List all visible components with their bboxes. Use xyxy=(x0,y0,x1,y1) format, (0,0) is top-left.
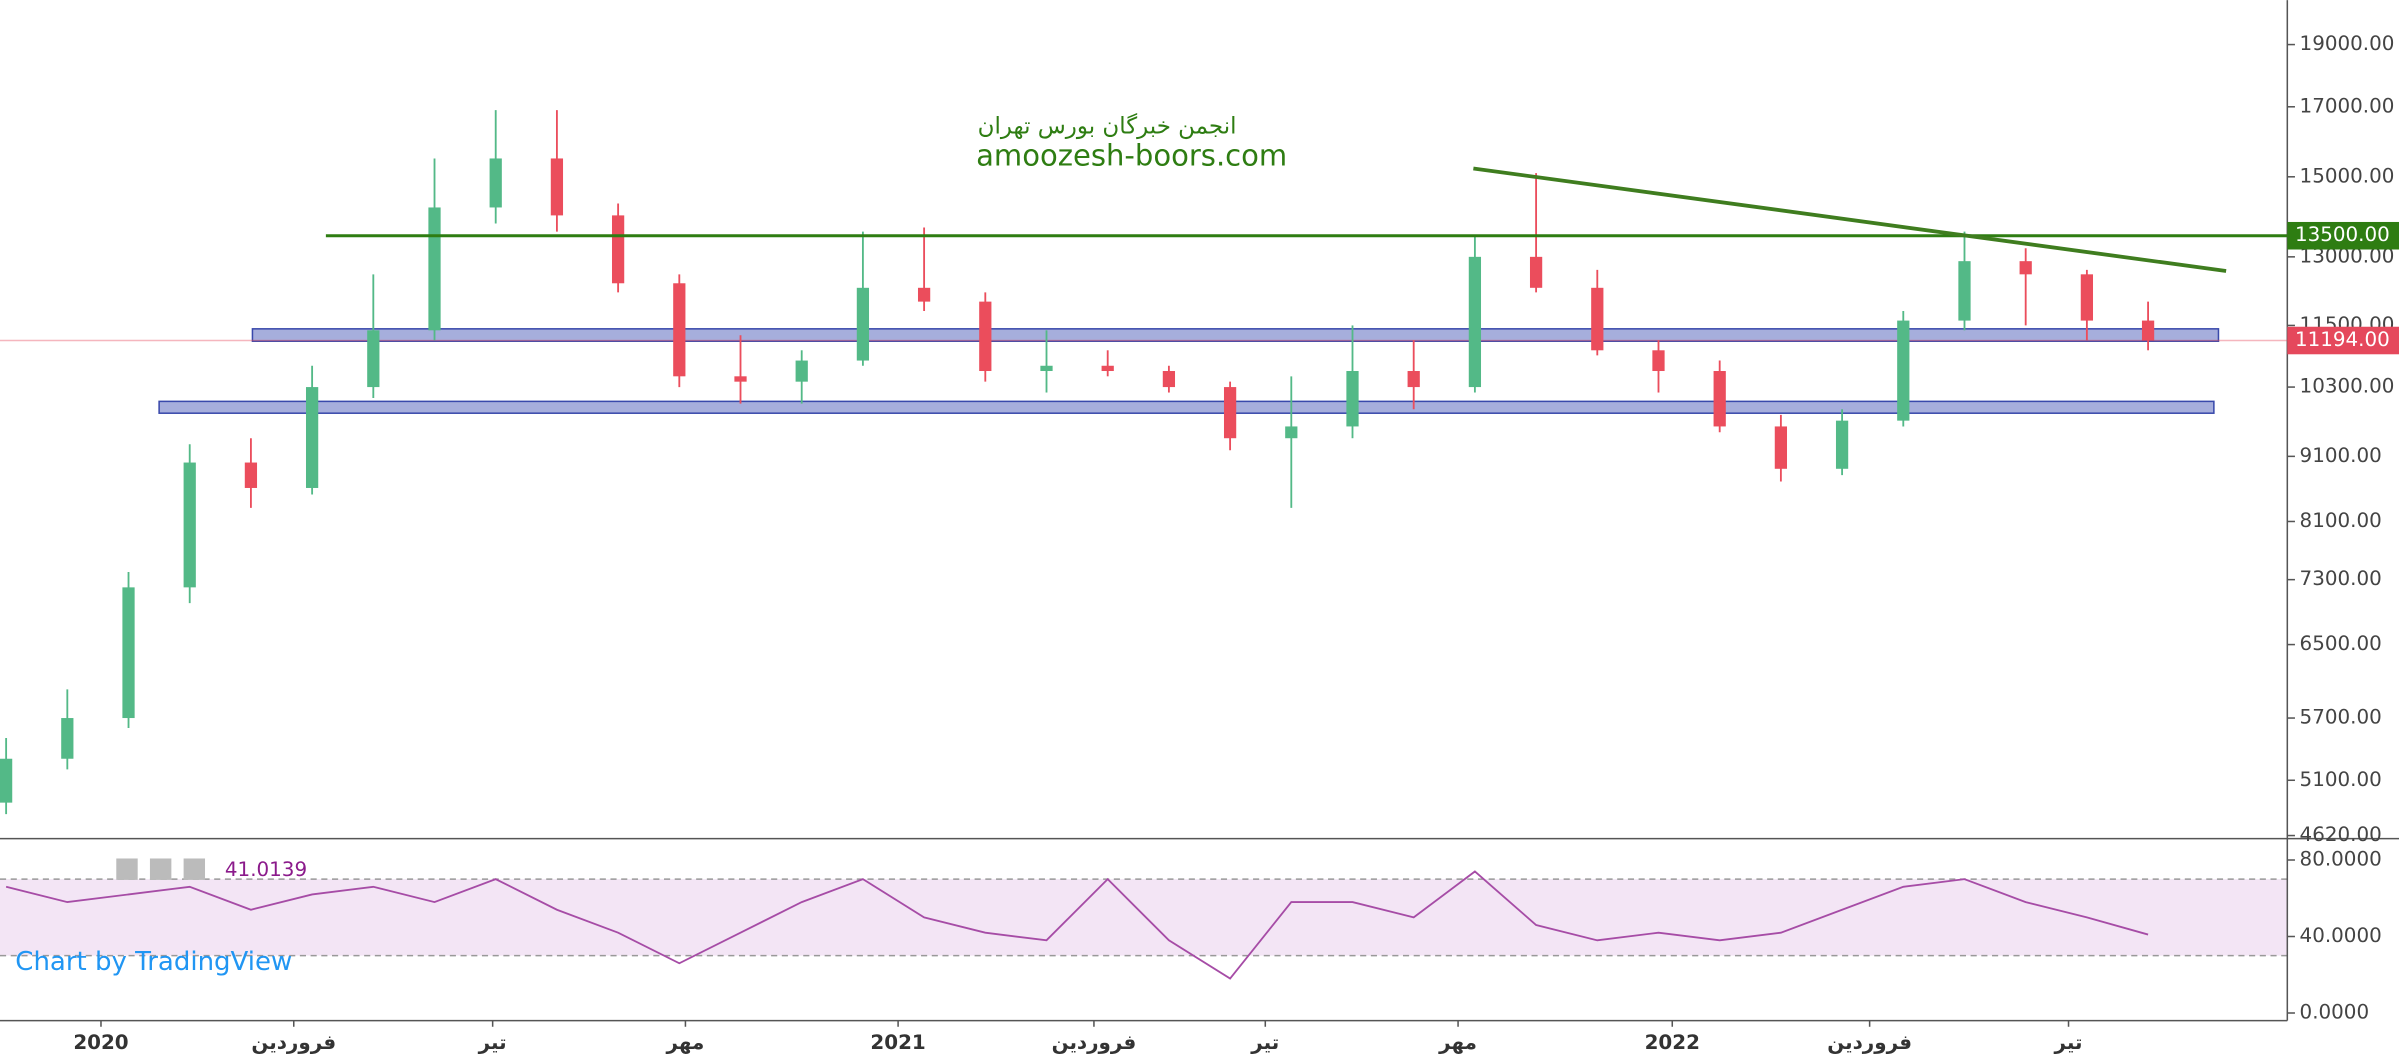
y-tick-label: 5100.00 xyxy=(2300,768,2382,791)
candle-body xyxy=(1713,371,1726,427)
x-tick-label: 2022 xyxy=(1645,1031,1700,1054)
candle-body xyxy=(489,158,502,208)
x-tick-label: فروردین xyxy=(1052,1031,1137,1054)
candle-body xyxy=(2141,320,2155,341)
candle-body xyxy=(2080,274,2094,321)
rsi-value: 41.0139 xyxy=(225,858,307,881)
candle-body xyxy=(1468,256,1482,388)
x-tick-label: فروردین xyxy=(1827,1031,1912,1054)
candle-body xyxy=(1897,320,1910,421)
x-tick-label: تیر xyxy=(1250,1031,1279,1054)
x-tick-label: تیر xyxy=(478,1031,507,1054)
y-tick-label: 17000.00 xyxy=(2300,94,2395,117)
x-tick-label: تیر xyxy=(2054,1031,2083,1054)
candle-body xyxy=(1835,420,1849,469)
y-tick-label: 10300.00 xyxy=(2300,375,2395,398)
candle-body xyxy=(428,207,441,331)
y-tick-label: 15000.00 xyxy=(2300,164,2395,187)
candle-body xyxy=(2019,261,2032,275)
toolbar-button[interactable] xyxy=(183,858,206,880)
rsi-band xyxy=(0,879,2288,956)
x-tick-label: 2020 xyxy=(73,1031,128,1054)
y-tick-label: 8100.00 xyxy=(2300,509,2382,532)
candle-body xyxy=(1529,256,1543,288)
price-tag xyxy=(2287,221,2399,250)
y-tick-label: 19000.00 xyxy=(2300,32,2395,55)
rsi-toolbar[interactable] xyxy=(116,858,206,880)
candle-body xyxy=(1101,365,1114,372)
candle-body xyxy=(1040,365,1053,372)
candle-body xyxy=(1652,350,1665,372)
y-tick-label: 0.0000 xyxy=(2300,1001,2370,1024)
y-tick-label: 80.0000 xyxy=(2300,848,2382,871)
candle-body xyxy=(673,283,686,377)
toolbar-button[interactable] xyxy=(149,858,172,880)
watermark: انجمن خبرگان بورس تهران xyxy=(978,113,1237,140)
candle-body xyxy=(183,462,196,588)
y-tick-label: 40.0000 xyxy=(2300,924,2382,947)
candle-body xyxy=(979,301,992,372)
candle-body xyxy=(305,387,319,488)
candle-body xyxy=(1591,287,1604,351)
candle-body xyxy=(61,718,74,759)
candle-body xyxy=(856,287,870,361)
x-tick-label: مهر xyxy=(1438,1031,1477,1054)
candle-body xyxy=(550,158,564,216)
candle-body xyxy=(0,758,13,803)
candle-body xyxy=(244,462,258,488)
candle-body xyxy=(734,376,747,382)
y-tick-label: 5700.00 xyxy=(2300,706,2382,729)
candle-body xyxy=(1285,426,1298,439)
candle-body xyxy=(1346,371,1359,427)
zone xyxy=(251,328,2220,342)
candle-body xyxy=(1223,387,1237,439)
candle-body xyxy=(611,215,625,284)
x-tick-label: فروردین xyxy=(251,1031,336,1054)
candle-body xyxy=(1958,261,1971,321)
price-tag xyxy=(2287,326,2399,355)
candle-body xyxy=(367,330,380,388)
candle-body xyxy=(1407,371,1420,388)
credit: Chart by TradingView xyxy=(15,947,292,977)
x-tick-label: مهر xyxy=(666,1031,705,1054)
trendline xyxy=(1473,166,2227,273)
toolbar-button[interactable] xyxy=(116,858,138,880)
y-tick-label: 13000.00 xyxy=(2300,244,2395,267)
x-tick-label: 2021 xyxy=(870,1031,925,1054)
zone xyxy=(158,400,2215,414)
rsi-line xyxy=(5,870,2149,980)
y-tick-label: 6500.00 xyxy=(2300,632,2382,655)
y-tick-label: 9100.00 xyxy=(2300,444,2382,467)
candle-body xyxy=(122,587,135,719)
candle-body xyxy=(795,360,808,382)
candle-body xyxy=(917,287,931,302)
candle-body xyxy=(1774,426,1788,469)
y-tick-label: 4620.00 xyxy=(2300,823,2382,846)
price-tag-label: 13500.00 xyxy=(2295,223,2390,246)
candle-body xyxy=(1162,371,1176,388)
watermark: amoozesh-boors.com xyxy=(976,139,1287,173)
y-tick-label: 7300.00 xyxy=(2300,567,2382,590)
price-tag-label: 11194.00 xyxy=(2295,328,2390,351)
